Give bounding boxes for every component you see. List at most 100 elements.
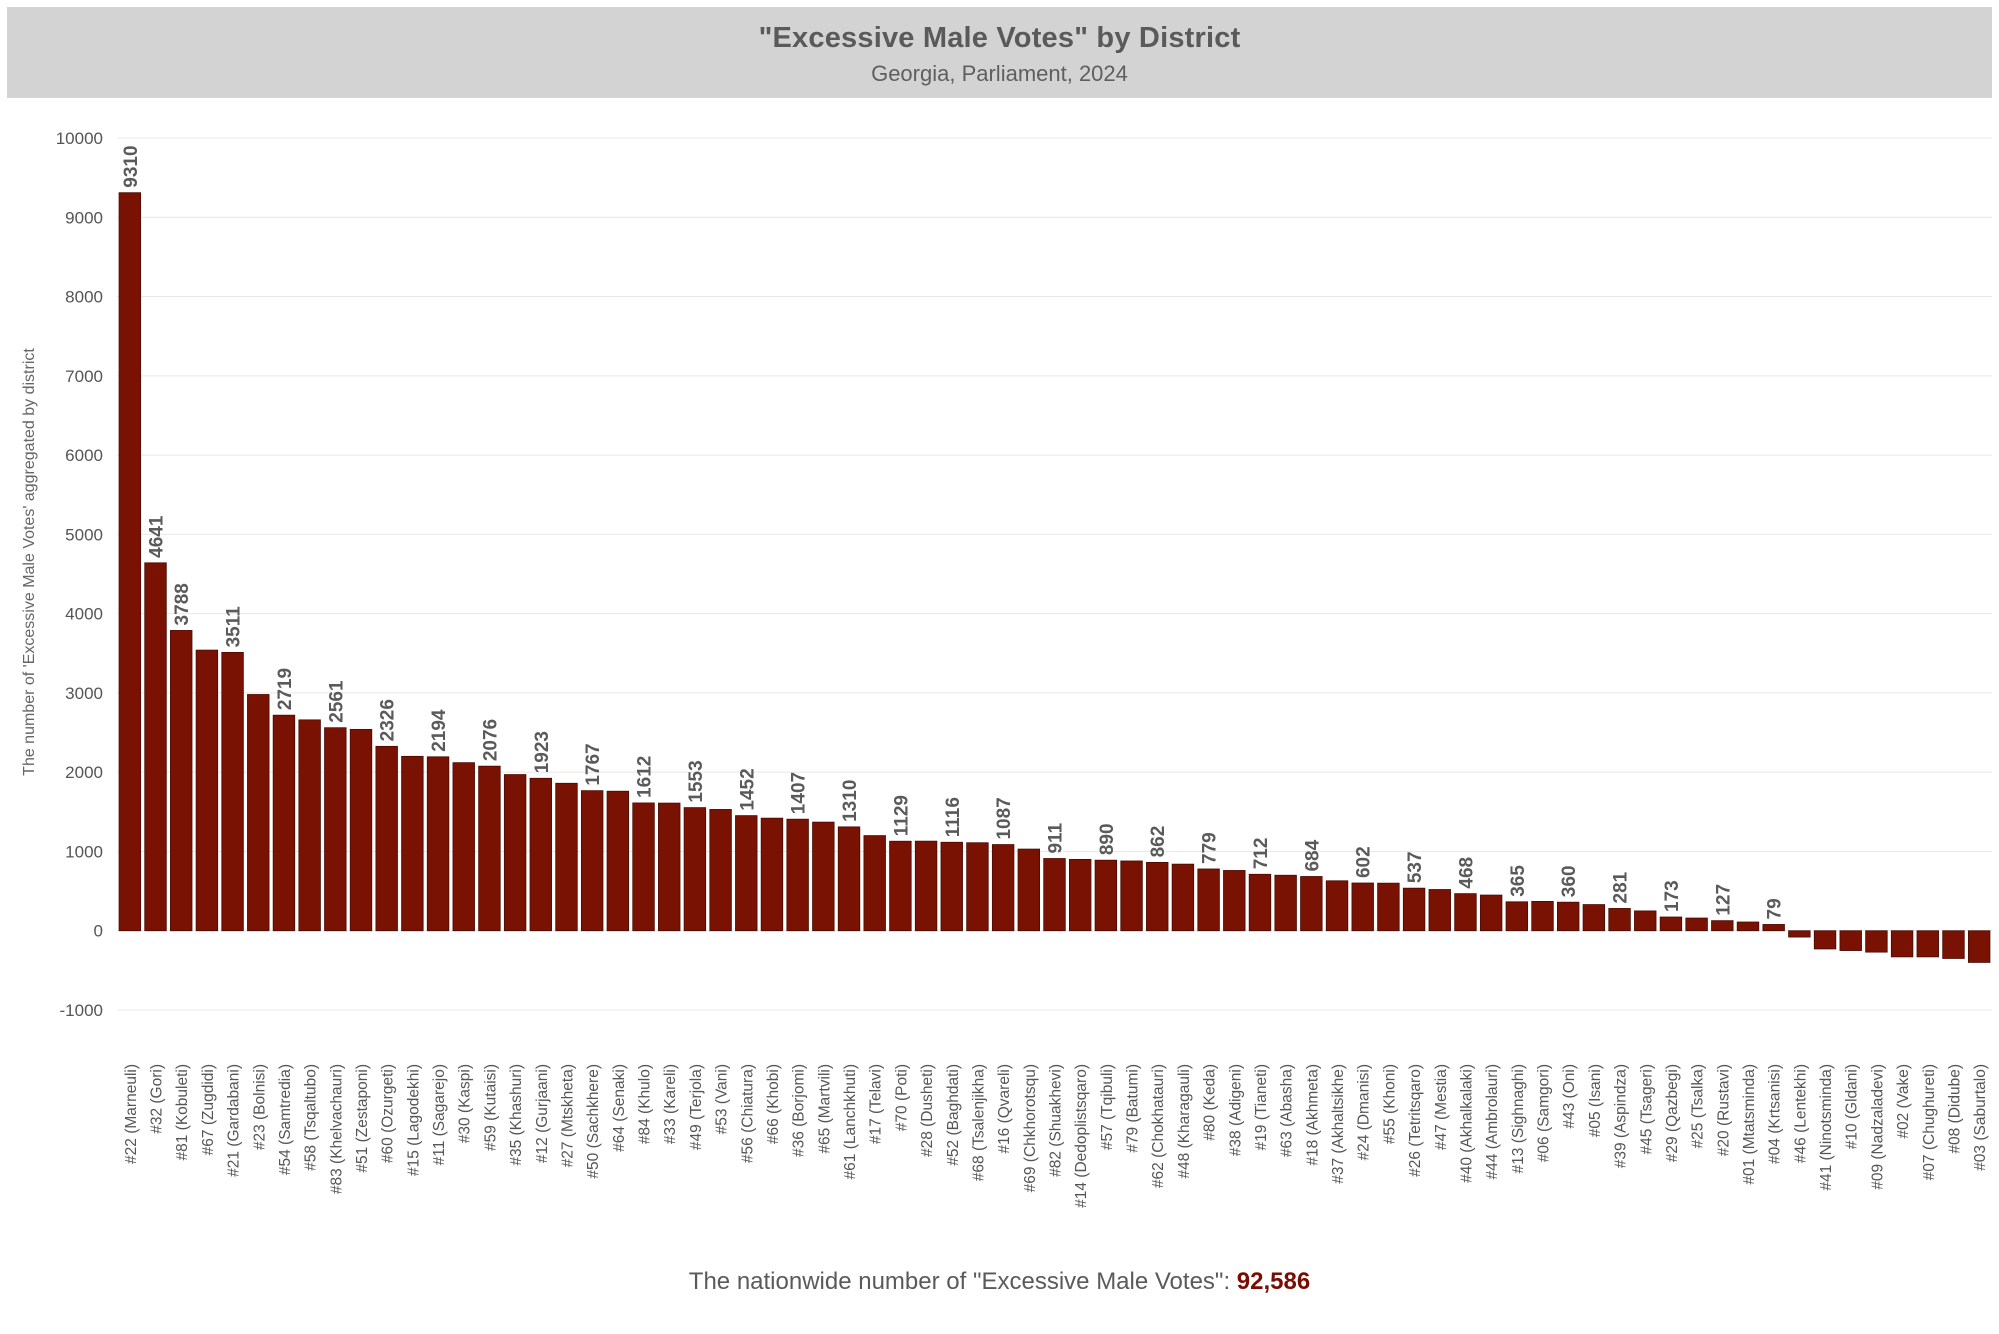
x-tick-label: #33 (Kareli): [662, 1064, 679, 1144]
chart-subtitle: Georgia, Parliament, 2024: [871, 61, 1128, 86]
x-tick-label: #30 (Kaspi): [457, 1064, 474, 1143]
bar: [1479, 894, 1503, 932]
data-label: 1923: [532, 731, 553, 773]
bar: [1967, 930, 1991, 963]
bar: [1043, 858, 1066, 932]
bar: [1325, 880, 1349, 932]
bar: [1274, 874, 1297, 932]
bar: [529, 777, 552, 932]
x-tick-label: #56 (Chiatura): [739, 1064, 756, 1163]
x-tick-label: #11 (Sagarejo): [431, 1064, 448, 1165]
x-tick-label: #29 (Qazbegi): [1664, 1064, 1681, 1162]
bar: [349, 728, 373, 932]
bar: [914, 840, 938, 932]
bar: [221, 652, 244, 932]
y-tick-label: 2000: [65, 763, 103, 782]
x-tick-label: #63 (Abasha): [1279, 1064, 1296, 1157]
x-tick-label: #79 (Batumi): [1125, 1064, 1142, 1153]
x-tick-label: #19 (Tianeti): [1253, 1064, 1270, 1150]
bar: [1788, 930, 1811, 938]
y-tick-label: -1000: [60, 1001, 103, 1020]
bar: [606, 790, 630, 932]
chart-header: "Excessive Male Votes" by District Georg…: [7, 7, 1992, 98]
y-tick-label: 8000: [65, 288, 103, 307]
footer-summary: The nationwide number of "Excessive Male…: [0, 1268, 1999, 1296]
bar: [632, 802, 655, 932]
x-tick-label: #25 (Tsalka): [1690, 1064, 1707, 1148]
x-tick-label: #50 (Sachkhere): [585, 1064, 602, 1179]
y-tick-label: 6000: [65, 446, 103, 465]
x-tick-label: #81 (Kobuleti): [174, 1064, 191, 1161]
data-label: 911: [1046, 822, 1067, 853]
x-tick-label: #15 (Lagodekhi): [405, 1064, 422, 1176]
bar: [1120, 860, 1143, 932]
bar: [452, 762, 475, 932]
data-label: 468: [1456, 857, 1477, 889]
x-tick-label: #09 (Nadzaladevi): [1869, 1064, 1886, 1190]
data-label: 2561: [326, 680, 347, 723]
x-tick-label: #46 (Lentekhi): [1792, 1064, 1809, 1163]
data-label: 360: [1559, 865, 1580, 897]
bar: [1402, 887, 1426, 932]
x-tick-label: #45 (Tsageri): [1638, 1064, 1655, 1154]
x-tick-label: #49 (Terjola): [688, 1064, 705, 1150]
data-label: 712: [1251, 838, 1272, 870]
x-tick-label: #58 (Tsqaltubo): [303, 1064, 320, 1171]
bar: [1531, 900, 1554, 932]
bar: [426, 756, 450, 932]
bar: [324, 727, 347, 932]
x-tick-label: #48 (Kharagauli): [1176, 1064, 1193, 1179]
bar: [940, 841, 963, 932]
bar: [1916, 930, 1939, 958]
data-label: 537: [1405, 851, 1426, 883]
data-label: 1087: [994, 797, 1015, 839]
bar: [1942, 930, 1965, 959]
bar: [1505, 901, 1529, 932]
x-tick-label: #05 (Isani): [1587, 1064, 1604, 1137]
x-tick-label: #84 (Khulo): [637, 1064, 654, 1144]
data-label: 3788: [172, 583, 193, 625]
bar: [863, 835, 886, 932]
bar: [1428, 889, 1451, 932]
data-label: 127: [1713, 884, 1734, 916]
x-tick-label: #59 (Kutaisi): [482, 1064, 499, 1151]
data-label: 684: [1302, 839, 1323, 871]
x-tick-label: #21 (Gardabani): [226, 1064, 243, 1177]
data-label: 862: [1148, 826, 1169, 858]
footer-text: The nationwide number of "Excessive Male…: [688, 1268, 1231, 1295]
bar: [735, 815, 758, 932]
bar: [991, 844, 1015, 932]
y-tick-label: 0: [94, 922, 103, 941]
x-tick-label: #82 (Shuakhevi): [1048, 1064, 1065, 1177]
bar: [1068, 858, 1092, 932]
y-tick-label: 1000: [65, 842, 103, 861]
bar: [170, 630, 193, 932]
x-tick-label: #17 (Telavi): [868, 1064, 885, 1144]
y-tick-label: 5000: [65, 525, 103, 544]
data-label: 9310: [121, 145, 142, 187]
x-tick-label: #55 (Khoni): [1381, 1064, 1398, 1144]
data-label: 4641: [147, 515, 168, 558]
bar: [966, 842, 989, 932]
x-tick-label: #43 (Oni): [1561, 1064, 1578, 1129]
x-tick-label: #67 (Zugdidi): [200, 1064, 217, 1155]
x-tick-label: #36 (Borjomi): [791, 1064, 808, 1157]
x-tick-label: #26 (Tetritsqaro): [1407, 1064, 1424, 1177]
x-tick-label: #53 (Vani): [714, 1064, 731, 1134]
bar: [812, 821, 835, 932]
chart-title: "Excessive Male Votes" by District: [758, 22, 1241, 54]
bar: [889, 840, 912, 932]
x-tick-label: #68 (Tsalenjikha): [970, 1064, 987, 1181]
x-tick-label: #37 (Akhaltsikhe): [1330, 1064, 1347, 1184]
bar: [1454, 893, 1477, 932]
x-tick-label: #61 (Lanchkhuti): [842, 1064, 859, 1179]
footer-total: 92,586: [1236, 1268, 1311, 1295]
bar: [786, 818, 809, 932]
x-tick-label: #69 (Chkhorotsqu): [1022, 1064, 1039, 1192]
data-label: 2194: [429, 709, 450, 752]
y-tick-label: 10000: [56, 129, 103, 148]
bar: [1017, 848, 1041, 932]
bar: [1813, 930, 1837, 950]
bar: [1248, 873, 1272, 932]
